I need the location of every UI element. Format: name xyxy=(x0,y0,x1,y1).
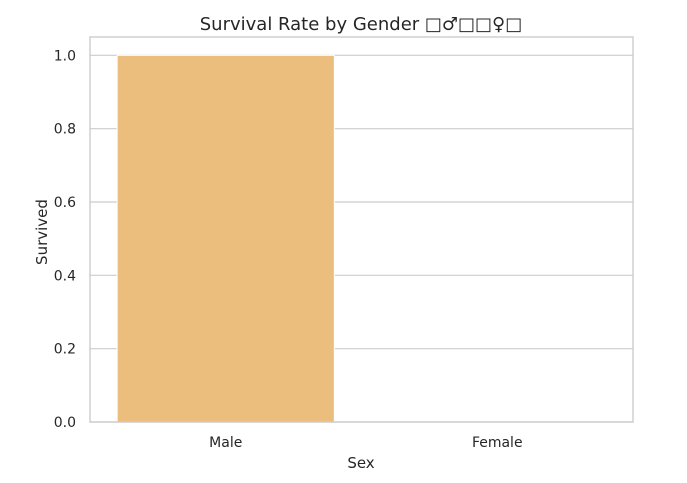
x-tick-labels: Male Female xyxy=(209,435,522,451)
x-tick-label: Female xyxy=(472,435,523,451)
y-tick-label: 0.6 xyxy=(54,195,76,211)
chart-title: Survival Rate by Gender □♂□□♀□ xyxy=(200,14,523,35)
x-axis-label: Sex xyxy=(347,454,374,472)
y-tick-labels: 0.0 0.2 0.4 0.6 0.8 1.0 xyxy=(54,48,76,431)
y-tick-label: 0.2 xyxy=(54,342,76,358)
y-tick-label: 0.0 xyxy=(54,415,76,431)
plot-frame xyxy=(89,36,634,423)
y-axis-label: Survived xyxy=(33,199,51,265)
bar-male xyxy=(116,54,335,423)
x-tick-label: Male xyxy=(209,435,242,451)
y-tick-label: 0.4 xyxy=(54,268,76,284)
y-tick-label: 1.0 xyxy=(54,48,76,64)
y-tick-label: 0.8 xyxy=(54,122,76,138)
bars xyxy=(116,54,335,423)
